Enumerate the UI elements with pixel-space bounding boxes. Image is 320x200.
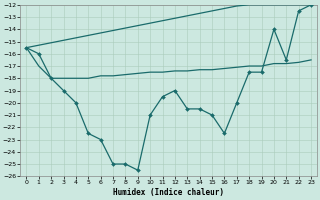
- X-axis label: Humidex (Indice chaleur): Humidex (Indice chaleur): [113, 188, 224, 197]
